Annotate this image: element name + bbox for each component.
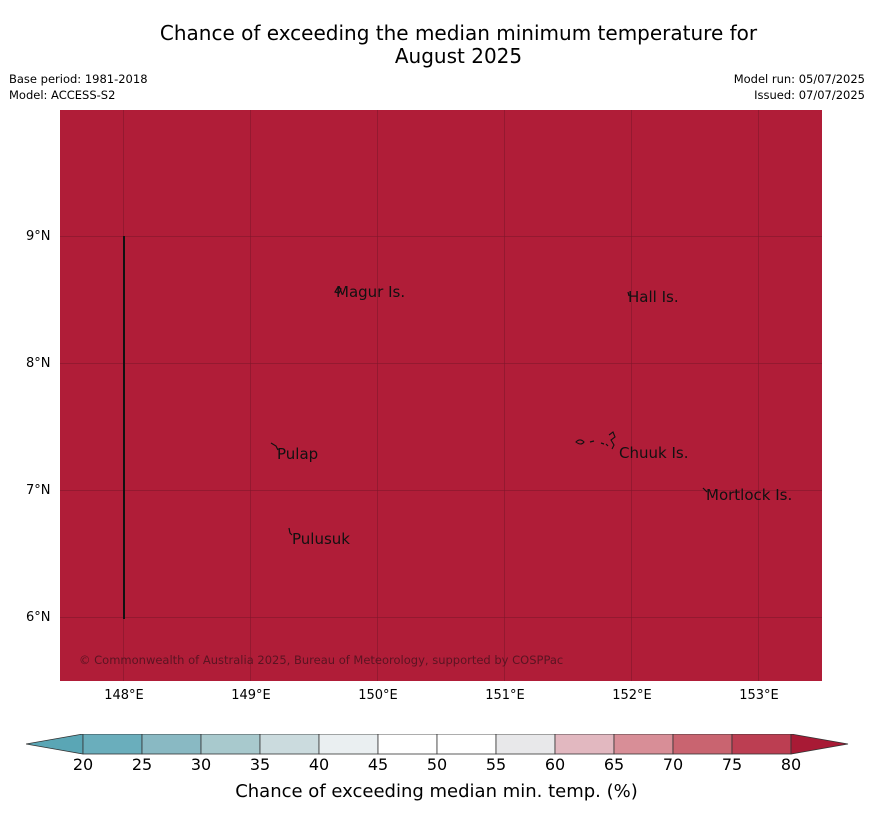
lon-label-152e: 152°E: [612, 688, 652, 703]
title-line-1: Chance of exceeding the median minimum t…: [159, 21, 758, 45]
colorbar-tick-25: 25: [131, 755, 153, 774]
colorbar-tick-65: 65: [603, 755, 625, 774]
boundary-line: [123, 236, 125, 619]
lat-label-7n: 7°N: [26, 483, 51, 498]
colorbar-tick-40: 40: [308, 755, 330, 774]
gridline-152e: [631, 110, 632, 681]
place-label-magur: Magur Is.: [336, 283, 406, 301]
model-name: Model: ACCESS-S2: [9, 88, 116, 102]
hall-island-outline: [627, 291, 630, 297]
colorbar-segment-70-75: [672, 734, 733, 755]
gridline-7n: [60, 490, 822, 491]
pulap-island-outline: [270, 442, 279, 451]
lon-label-151e: 151°E: [485, 688, 525, 703]
gridline-8n: [60, 363, 822, 364]
colorbar-segment-45-50: [377, 734, 438, 755]
colorbar-segment-25-30: [141, 734, 202, 755]
colorbar-tick-35: 35: [249, 755, 271, 774]
colorbar-segment-35-40: [259, 734, 320, 755]
lon-label-148e: 148°E: [104, 688, 144, 703]
magur-island-outline: [334, 286, 342, 294]
colorbar-segment-60-65: [554, 734, 615, 755]
lat-label-9n: 9°N: [26, 229, 51, 244]
model-run: Model run: 05/07/2025: [733, 72, 865, 86]
colorbar-tick-60: 60: [544, 755, 566, 774]
gridline-6n: [60, 617, 822, 618]
pulusuk-island-outline: [288, 527, 293, 536]
colorbar-tick-80: 80: [780, 755, 802, 774]
lat-label-6n: 6°N: [26, 610, 51, 625]
chuuk-lagoon-outline: [575, 431, 616, 450]
colorbar-tick-20: 20: [72, 755, 94, 774]
copyright-notice: © Commonwealth of Australia 2025, Bureau…: [79, 653, 564, 667]
colorbar-tick-55: 55: [485, 755, 507, 774]
gridline-9n: [60, 236, 822, 237]
base-period: Base period: 1981-2018: [9, 72, 148, 86]
colorbar-tick-75: 75: [721, 755, 743, 774]
colorbar-tick-50: 50: [426, 755, 448, 774]
issued-date: Issued: 07/07/2025: [754, 88, 865, 102]
lon-label-150e: 150°E: [358, 688, 398, 703]
colorbar-segment-65-70: [613, 734, 674, 755]
colorbar-segment-50-55: [436, 734, 497, 755]
lon-label-153e: 153°E: [739, 688, 779, 703]
place-label-chuuk: Chuuk Is.: [619, 444, 689, 462]
colorbar-tick-70: 70: [662, 755, 684, 774]
gridline-149e: [250, 110, 251, 681]
colorbar-segment-20-25: [82, 734, 143, 755]
mortlock-island-outline: [702, 487, 708, 493]
gridline-151e: [504, 110, 505, 681]
place-label-hall: Hall Is.: [628, 288, 679, 306]
colorbar-tick-30: 30: [190, 755, 212, 774]
map-area[interactable]: Magur Is. Hall Is. Pulap Chuuk Is. Mortl…: [60, 110, 822, 681]
colorbar-segment-40-45: [318, 734, 379, 755]
colorbar-segment-30-35: [200, 734, 261, 755]
place-label-pulap: Pulap: [277, 445, 319, 463]
title-line-2: August 2025: [394, 44, 523, 68]
map-title: Chance of exceeding the median minimum t…: [100, 22, 817, 68]
colorbar-segment-75-80: [731, 734, 792, 755]
meta-left: Base period: 1981-2018 Model: ACCESS-S2: [9, 71, 148, 103]
lon-label-149e: 149°E: [231, 688, 271, 703]
lat-label-8n: 8°N: [26, 356, 51, 371]
colorbar-extension-high: [790, 734, 849, 755]
gridline-150e: [377, 110, 378, 681]
gridline-153e: [758, 110, 759, 681]
place-label-mortlock: Mortlock Is.: [706, 486, 793, 504]
colorbar-label: Chance of exceeding median min. temp. (%…: [235, 781, 638, 802]
colorbar-extension-low: [26, 734, 84, 755]
colorbar-segment-55-60: [495, 734, 556, 755]
colorbar-tick-45: 45: [367, 755, 389, 774]
meta-right: Model run: 05/07/2025 Issued: 07/07/2025: [734, 71, 865, 103]
place-label-pulusuk: Pulusuk: [292, 530, 350, 548]
colorbar: [26, 734, 849, 755]
